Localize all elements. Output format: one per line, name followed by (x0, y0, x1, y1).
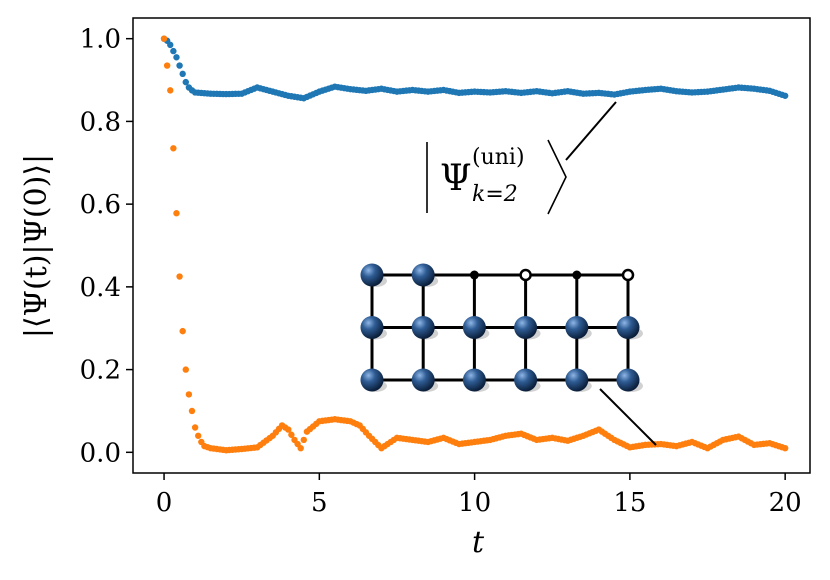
lattice-site (514, 368, 538, 392)
data-point (176, 62, 183, 69)
lattice-site (360, 263, 384, 287)
data-point (781, 92, 789, 99)
data-point (288, 431, 295, 438)
lattice-site-hole (621, 268, 635, 282)
y-axis-label: |⟨Ψ(t)|Ψ(0)⟩| (19, 154, 54, 338)
data-point (173, 54, 180, 61)
y-tick-label: 0.6 (80, 190, 121, 220)
data-point (170, 145, 177, 152)
x-tick-label: 20 (769, 488, 802, 518)
y-tick-label: 0.0 (80, 438, 121, 468)
lattice-site (360, 368, 384, 392)
lattice-site (411, 368, 435, 392)
x-tick-label: 15 (613, 488, 646, 518)
data-point (195, 432, 202, 439)
data-point (176, 273, 183, 280)
annotation-superscript: (uni) (472, 145, 525, 170)
lattice-site (411, 263, 435, 287)
plot-frame (132, 17, 811, 474)
data-point (173, 210, 180, 217)
data-point (300, 436, 308, 444)
data-point (185, 391, 193, 398)
y-tick-label: 0.4 (80, 273, 121, 303)
lattice-site (411, 316, 435, 339)
lattice-site (360, 316, 384, 339)
x-tick-label: 10 (458, 488, 491, 518)
y-tick-label: 0.2 (80, 356, 121, 386)
x-tick-label: 5 (311, 488, 328, 518)
inset-leader-line (599, 388, 657, 446)
data-point (182, 366, 189, 373)
lattice-site-hole (519, 268, 532, 282)
data-point (160, 35, 168, 42)
data-point (179, 70, 186, 78)
ticks-layer: 0 5 10 15 20 0.0 0.2 0.4 0.6 0.8 1.0 (80, 25, 802, 518)
lattice-site-empty (572, 270, 582, 280)
series-1 (160, 35, 789, 102)
y-tick-label: 1.0 (80, 25, 121, 55)
series-2 (160, 35, 789, 454)
lattice-site-empty (469, 270, 479, 280)
annotation-layer: Ψ(uni) k=2 (426, 101, 657, 446)
annotation-leader-line (565, 101, 617, 161)
x-tick-label: 0 (156, 488, 173, 518)
data-point (191, 424, 199, 431)
series-layer (160, 35, 789, 454)
data-point (167, 87, 174, 94)
lattice-site (514, 316, 538, 339)
lattice-site (616, 368, 640, 392)
lattice-inset (360, 263, 643, 392)
data-point (163, 62, 171, 69)
annotation-symbol: Ψ (440, 158, 472, 199)
data-point (188, 407, 196, 415)
lattice-site (565, 316, 589, 339)
lattice-site (616, 316, 640, 339)
lattice-site (462, 316, 486, 339)
data-point (167, 41, 174, 49)
data-point (182, 78, 189, 86)
data-point (285, 426, 292, 433)
y-tick-label: 0.8 (80, 107, 121, 137)
lattice-site (462, 368, 486, 392)
annotation-subscript: k=2 (472, 182, 518, 207)
ket-angle (547, 139, 567, 215)
data-point (297, 444, 304, 452)
data-point (179, 327, 186, 335)
lattice-site (565, 368, 589, 392)
data-point (170, 47, 177, 55)
data-point (781, 444, 789, 452)
x-axis-label: t (472, 525, 485, 560)
